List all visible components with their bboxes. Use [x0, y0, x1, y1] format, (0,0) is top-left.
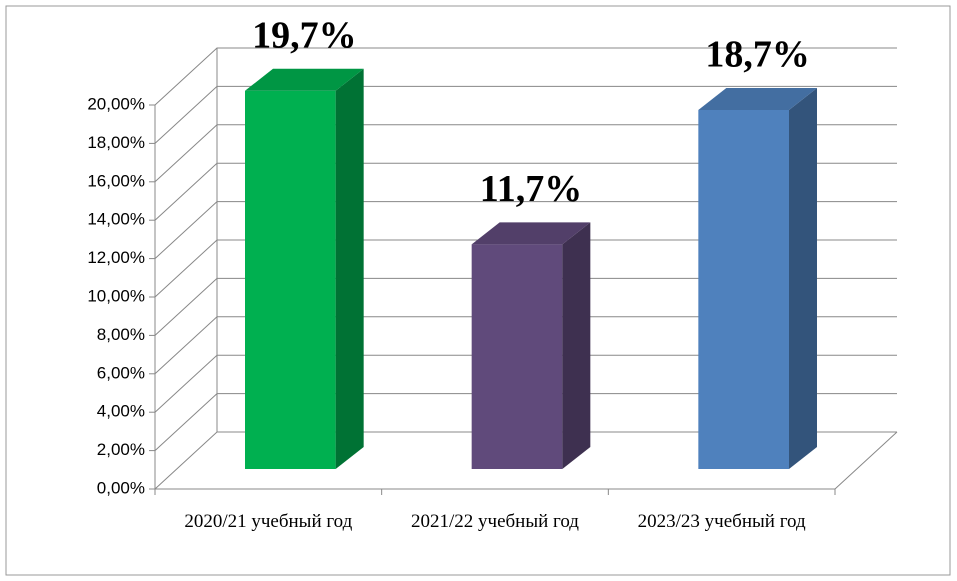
- bar-side: [335, 68, 364, 469]
- x-tick-label: 2023/23 учебный год: [637, 511, 806, 532]
- y-tick-label: 10,00%: [87, 286, 145, 305]
- value-label: 11,7%: [480, 168, 582, 210]
- x-tick-label: 2020/21 учебный год: [184, 511, 353, 532]
- chart-border: [5, 5, 951, 576]
- bar-top: [698, 87, 817, 110]
- grid-line: [154, 354, 897, 413]
- grid-line: [154, 316, 897, 375]
- bar-front: [698, 109, 789, 470]
- y-tick-label: 4,00%: [97, 402, 145, 421]
- bar-side: [789, 87, 817, 470]
- grid-line: [154, 85, 897, 144]
- value-label: 19,7%: [252, 14, 357, 56]
- grid-line: [154, 124, 897, 183]
- y-tick-label: 6,00%: [97, 363, 145, 382]
- y-tick-label: 8,00%: [97, 325, 145, 344]
- bar-front: [245, 90, 336, 469]
- grid-line: [154, 277, 897, 336]
- bar-top: [471, 222, 591, 245]
- grid-line: [154, 47, 897, 106]
- x-tick-label: 2021/22 учебный год: [411, 511, 579, 532]
- grid-line: [154, 162, 897, 221]
- grid-line: [154, 201, 897, 259]
- y-tick-label: 16,00%: [87, 171, 145, 190]
- y-tick-label: 0,00%: [97, 478, 145, 497]
- bar-top: [245, 68, 364, 91]
- grid-line: [154, 393, 897, 451]
- y-tick-label: 14,00%: [87, 210, 145, 229]
- y-tick-label: 20,00%: [87, 94, 145, 113]
- y-tick-label: 2,00%: [97, 440, 145, 459]
- bar-front: [471, 244, 563, 469]
- bar-side: [562, 222, 591, 469]
- value-label: 18,7%: [705, 34, 810, 76]
- grid-line: [154, 239, 897, 298]
- y-tick-label: 18,00%: [87, 133, 145, 152]
- y-tick-label: 12,00%: [87, 248, 145, 267]
- grid-line: [154, 431, 897, 490]
